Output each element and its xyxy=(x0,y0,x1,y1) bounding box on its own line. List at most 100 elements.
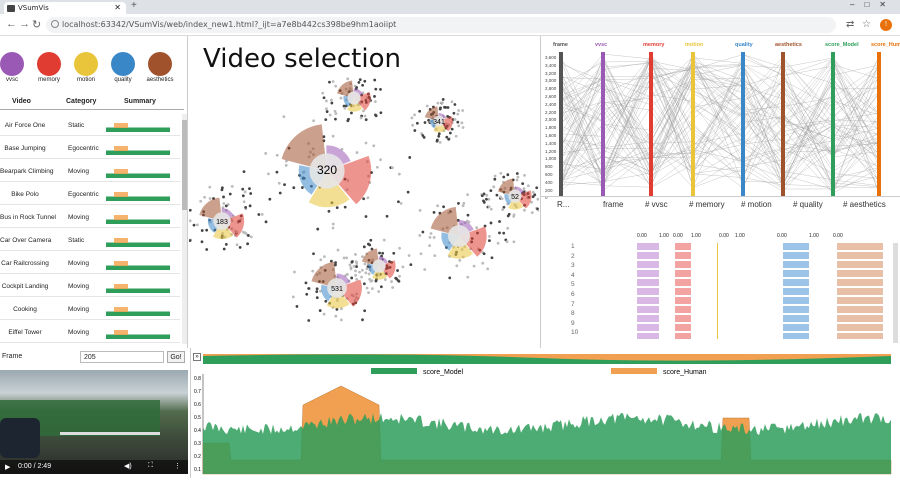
reload-icon[interactable]: ↻ xyxy=(32,18,41,31)
video-dot[interactable] xyxy=(462,204,465,207)
video-dot[interactable] xyxy=(442,98,445,101)
video-dot[interactable] xyxy=(364,263,367,266)
video-dot[interactable] xyxy=(447,138,450,141)
video-dot[interactable] xyxy=(257,213,260,216)
video-dot[interactable] xyxy=(512,215,515,218)
video-dot[interactable] xyxy=(456,121,459,124)
video-dot[interactable] xyxy=(344,206,347,209)
video-dot[interactable] xyxy=(407,191,410,194)
video-dot[interactable] xyxy=(354,253,357,256)
video-dot[interactable] xyxy=(355,260,358,263)
video-dot[interactable] xyxy=(508,213,511,216)
grid-row-id[interactable]: 5 xyxy=(571,281,575,288)
video-dot[interactable] xyxy=(321,92,324,95)
video-dot[interactable] xyxy=(501,208,504,211)
video-dot[interactable] xyxy=(455,135,458,138)
video-dot[interactable] xyxy=(408,156,411,159)
video-dot[interactable] xyxy=(424,121,427,124)
video-dot[interactable] xyxy=(378,252,381,255)
video-dot[interactable] xyxy=(374,88,377,91)
legend-aesthetics[interactable]: aesthetics xyxy=(142,52,178,83)
video-dot[interactable] xyxy=(265,220,268,223)
video-dot[interactable] xyxy=(517,176,520,179)
video-dot[interactable] xyxy=(279,192,282,195)
video-dot[interactable] xyxy=(379,158,382,161)
video-dot[interactable] xyxy=(451,128,454,131)
video-dot[interactable] xyxy=(462,202,465,205)
video-dot[interactable] xyxy=(453,103,456,106)
video-dot[interactable] xyxy=(326,110,329,113)
video-dot[interactable] xyxy=(367,243,370,246)
grid-row-id[interactable]: 10 xyxy=(571,329,578,336)
video-dot[interactable] xyxy=(491,256,494,259)
axis-score_Human[interactable] xyxy=(877,52,881,197)
video-dot[interactable] xyxy=(492,185,495,188)
video-dot[interactable] xyxy=(408,254,411,257)
axis-title-memory[interactable]: memory xyxy=(643,42,664,48)
video-dot[interactable] xyxy=(324,118,327,121)
video-dot[interactable] xyxy=(490,222,493,225)
video-dot[interactable] xyxy=(332,80,335,83)
video-dot[interactable] xyxy=(350,261,353,264)
video-dot[interactable] xyxy=(330,99,333,102)
back-icon[interactable]: ← xyxy=(6,18,17,30)
video-dot[interactable] xyxy=(486,267,489,270)
video-dot[interactable] xyxy=(296,305,299,308)
video-dot[interactable] xyxy=(493,178,496,181)
grid-row-id[interactable]: 9 xyxy=(571,320,575,327)
cluster[interactable]: 52 xyxy=(480,172,539,218)
video-dot[interactable] xyxy=(447,106,450,109)
video-dot[interactable] xyxy=(359,78,362,81)
video-dot[interactable] xyxy=(361,255,364,258)
video-dot[interactable] xyxy=(334,315,337,318)
video-dot[interactable] xyxy=(442,205,445,208)
video-dot[interactable] xyxy=(512,240,515,243)
video-dot[interactable] xyxy=(334,118,337,121)
video-dot[interactable] xyxy=(467,214,470,217)
video-dot[interactable] xyxy=(241,188,244,191)
video-dot[interactable] xyxy=(243,231,246,234)
video-dot[interactable] xyxy=(267,172,270,175)
video-dot[interactable] xyxy=(360,117,363,120)
video-dot[interactable] xyxy=(426,105,429,108)
axis-title-aesthetics[interactable]: aesthetics xyxy=(775,42,802,48)
video-dot[interactable] xyxy=(441,101,444,104)
video-dot[interactable] xyxy=(244,190,247,193)
grid-row-id[interactable]: 8 xyxy=(571,310,575,317)
video-dot[interactable] xyxy=(340,97,343,100)
axis-vvsc[interactable] xyxy=(601,52,605,197)
video-dot[interactable] xyxy=(264,152,267,155)
video-dot[interactable] xyxy=(532,195,535,198)
legend-quality[interactable]: quality xyxy=(105,52,141,83)
video-dot[interactable] xyxy=(316,287,319,290)
video-dot[interactable] xyxy=(379,111,382,114)
video-dot[interactable] xyxy=(501,197,504,200)
legend-motion[interactable]: motion xyxy=(68,52,104,83)
video-dot[interactable] xyxy=(231,185,234,188)
video-dot[interactable] xyxy=(370,279,373,282)
video-dot[interactable] xyxy=(488,239,491,242)
video-dot[interactable] xyxy=(325,107,328,110)
video-dot[interactable] xyxy=(535,186,538,189)
video-dot[interactable] xyxy=(430,232,433,235)
video-dot[interactable] xyxy=(499,172,502,175)
browser-tab[interactable]: VSumVis✕ xyxy=(4,2,126,14)
video-dot[interactable] xyxy=(283,115,286,118)
video-dot[interactable] xyxy=(353,265,356,268)
video-dot[interactable] xyxy=(421,134,424,137)
video-dot[interactable] xyxy=(366,287,369,290)
video-dot[interactable] xyxy=(360,276,363,279)
video-dot[interactable] xyxy=(372,144,375,147)
video-dot[interactable] xyxy=(244,206,247,209)
forward-icon[interactable]: → xyxy=(19,18,30,30)
col-category[interactable]: Category xyxy=(66,98,96,105)
video-dot[interactable] xyxy=(373,79,376,82)
video-dot[interactable] xyxy=(437,135,440,138)
star-icon[interactable]: ☆ xyxy=(862,19,871,30)
